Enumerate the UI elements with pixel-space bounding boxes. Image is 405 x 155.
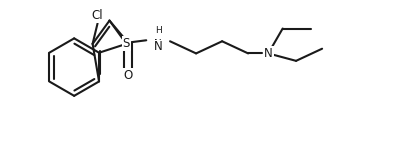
Text: N: N — [153, 40, 162, 53]
Text: O: O — [123, 69, 132, 82]
Text: N: N — [263, 47, 272, 60]
Text: Cl: Cl — [92, 9, 103, 22]
Text: H
N: H N — [154, 27, 162, 49]
Text: S: S — [122, 37, 130, 50]
Text: H: H — [154, 26, 161, 35]
